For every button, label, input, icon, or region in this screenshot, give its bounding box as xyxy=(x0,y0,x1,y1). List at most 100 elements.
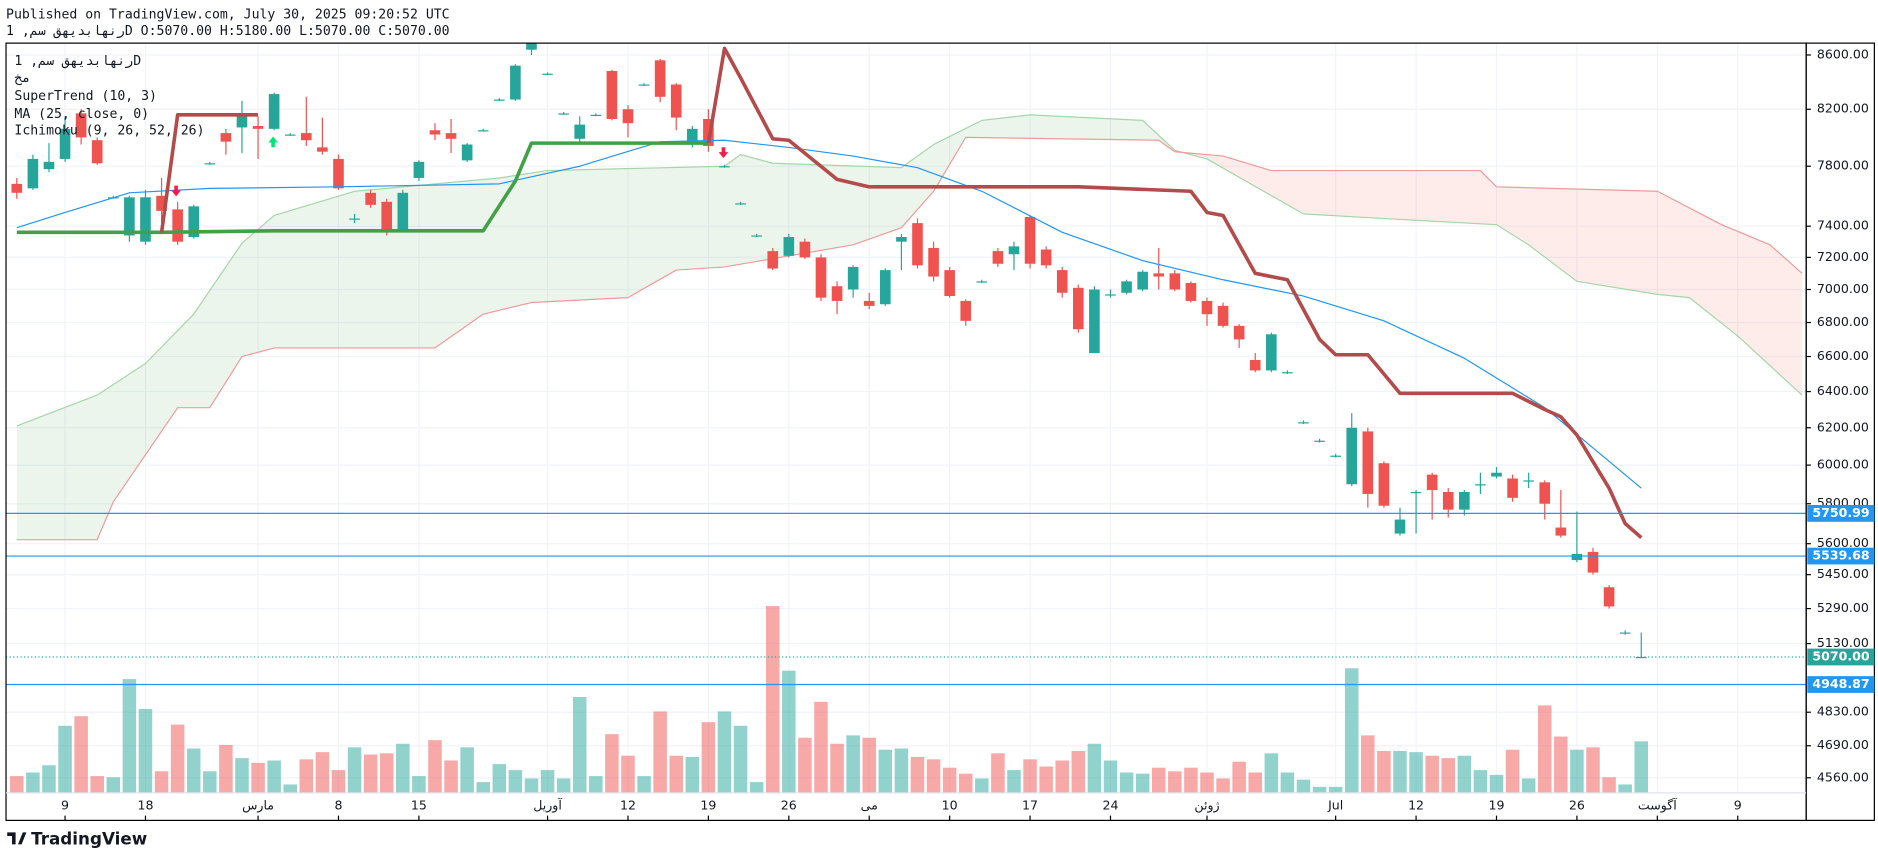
cloud-fill xyxy=(16,114,1183,540)
candle-body xyxy=(1378,463,1390,506)
volume-bar xyxy=(798,737,812,793)
volume-bar xyxy=(1151,767,1166,793)
volume-bar xyxy=(1184,767,1198,793)
volume-bar xyxy=(556,778,571,793)
candle-body xyxy=(1571,553,1583,561)
candle-body xyxy=(1008,246,1020,255)
volume-bar xyxy=(540,770,555,793)
candle-body xyxy=(1169,273,1181,290)
candle-body xyxy=(172,209,183,242)
candle-body xyxy=(1314,440,1325,442)
candle-body xyxy=(1024,216,1036,264)
x-tick-label: 17 xyxy=(1022,798,1038,813)
volume-bar xyxy=(1264,753,1279,793)
last-price-box xyxy=(1807,648,1875,666)
volume-bar xyxy=(1489,774,1504,793)
y-tick-label: 6200.00 xyxy=(1817,419,1869,434)
candle-body xyxy=(91,140,103,164)
candle-body xyxy=(622,109,634,124)
sell-signal xyxy=(171,185,181,197)
x-tick-label: Jul xyxy=(1327,798,1343,813)
candle-body xyxy=(27,158,39,189)
y-tick-label: 7400.00 xyxy=(1817,218,1869,233)
y-tick-label: 5290.00 xyxy=(1817,600,1869,615)
volume-bar xyxy=(492,764,507,793)
volume-bar xyxy=(685,756,700,793)
volume-bar xyxy=(138,709,153,793)
ma-line xyxy=(16,139,1642,489)
candle-body xyxy=(397,192,409,231)
volume-bar xyxy=(267,760,281,793)
candle-body xyxy=(558,113,569,115)
candle-body xyxy=(349,218,360,220)
x-tick-label: آوریل xyxy=(533,798,562,814)
volume-bar xyxy=(621,755,635,793)
volume-bar xyxy=(186,748,201,793)
candle-body xyxy=(1426,474,1438,491)
candle-body xyxy=(847,266,859,290)
volume-bar xyxy=(1457,755,1472,793)
volume-bar xyxy=(428,740,442,793)
x-tick-label: 19 xyxy=(1488,798,1504,813)
volume-bar xyxy=(717,711,732,793)
volume-bar xyxy=(733,725,748,793)
volume-bar xyxy=(524,778,539,793)
grid xyxy=(6,43,1807,793)
candle-body xyxy=(896,237,907,242)
volume-bar xyxy=(958,773,973,793)
candle-body xyxy=(976,281,988,283)
price-label-box xyxy=(1807,676,1875,693)
x-tick-label: 26 xyxy=(781,798,797,813)
volume-bar xyxy=(1441,758,1455,793)
volume-bar xyxy=(74,716,88,793)
volume-bar xyxy=(1103,760,1118,793)
volume-bar xyxy=(1634,741,1649,793)
y-tick-label: 7200.00 xyxy=(1817,249,1869,264)
volume-bar xyxy=(283,784,297,793)
x-tick-label: 12 xyxy=(620,798,636,813)
candle-body xyxy=(510,65,521,100)
candle-body xyxy=(268,94,280,129)
candle-body xyxy=(928,247,939,277)
cloud-fill xyxy=(1182,152,1803,396)
x-tick-label: 9 xyxy=(1734,798,1742,813)
volume-bar xyxy=(910,756,925,793)
candle-body xyxy=(1153,273,1165,277)
volume-bar xyxy=(669,755,683,793)
candle-body xyxy=(799,241,811,258)
volume-bar xyxy=(26,772,40,793)
candle-body xyxy=(381,201,393,233)
candle-body xyxy=(461,144,473,161)
candle-body xyxy=(140,197,151,242)
span-b-line xyxy=(16,136,1803,541)
candle-body xyxy=(1089,289,1100,354)
buy-signal xyxy=(268,136,278,148)
price-label-box xyxy=(1807,505,1875,522)
candle-body xyxy=(831,286,843,301)
volume-bar xyxy=(846,735,860,793)
volume-bar xyxy=(1554,736,1568,793)
candle-body xyxy=(1603,587,1615,607)
volume-bar xyxy=(926,759,941,793)
volume-bar xyxy=(1344,668,1359,793)
candle-body xyxy=(1266,334,1277,371)
volume-bar xyxy=(476,782,490,793)
candle-body xyxy=(1410,492,1422,494)
volume-bar xyxy=(1570,749,1584,793)
candle-body xyxy=(1073,287,1084,330)
volume-bar xyxy=(1602,777,1616,793)
y-tick-label: 8200.00 xyxy=(1817,101,1869,116)
candle-body xyxy=(1185,283,1197,301)
signals xyxy=(171,136,729,197)
candle-body xyxy=(1298,422,1309,424)
volume-bar xyxy=(1216,778,1230,793)
candle-body xyxy=(815,257,827,298)
volume-bar xyxy=(508,770,523,793)
volume-bar xyxy=(589,776,603,793)
volume-bar xyxy=(170,724,185,793)
x-tick-label: 15 xyxy=(411,798,427,813)
candle-body xyxy=(1491,472,1502,477)
volume-bar xyxy=(1377,750,1391,793)
volume-bar xyxy=(1007,770,1021,793)
